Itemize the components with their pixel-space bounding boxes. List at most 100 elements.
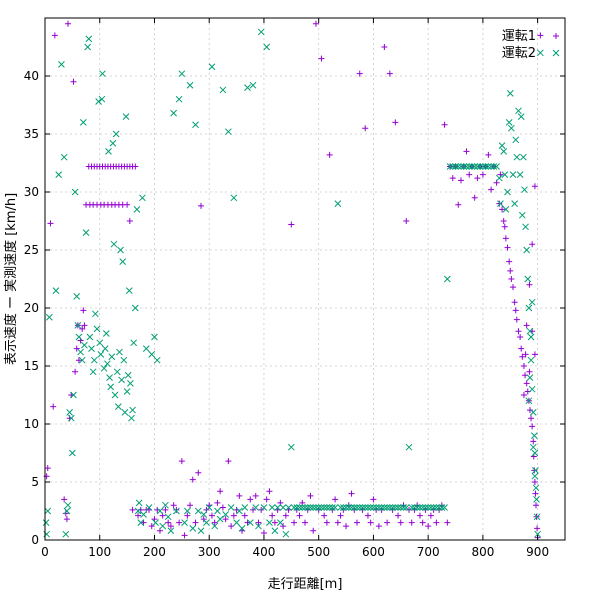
series-1-point xyxy=(384,519,391,526)
series-1-point xyxy=(62,510,69,517)
series-1-point xyxy=(132,163,139,170)
series-2-point xyxy=(497,200,504,207)
series-2-point xyxy=(133,206,141,213)
series-1-point xyxy=(343,523,350,530)
series-1-point xyxy=(241,512,248,519)
series-2-point xyxy=(263,43,271,51)
y-tick-label: 15 xyxy=(24,359,39,373)
series-2-point xyxy=(122,113,130,120)
x-tick-label: 800 xyxy=(471,545,494,559)
series-1-point xyxy=(307,492,314,499)
series-1-point xyxy=(140,519,147,526)
series-2-point xyxy=(452,163,459,170)
series-2-point xyxy=(73,293,81,300)
series-1-point xyxy=(370,496,377,503)
series-2-point xyxy=(320,504,328,511)
series-1-point xyxy=(364,512,371,519)
series-1-point xyxy=(162,506,169,513)
series-1-point xyxy=(173,506,180,513)
series-1-point xyxy=(70,78,77,85)
series-2-point xyxy=(74,322,82,329)
series-2-point xyxy=(508,124,515,132)
series-1-point xyxy=(192,519,199,526)
series-2-point xyxy=(301,504,309,511)
series-2-point xyxy=(194,507,202,515)
series-2-point xyxy=(449,163,457,170)
series-2-point xyxy=(378,504,385,511)
series-2-point xyxy=(266,519,273,526)
series-2-point xyxy=(127,380,134,387)
series-2-point xyxy=(329,504,336,511)
series-2-point xyxy=(214,507,221,515)
series-2-point xyxy=(100,364,108,372)
series-2-point xyxy=(58,61,65,68)
series-2-point xyxy=(427,504,435,511)
series-2-point xyxy=(381,504,388,511)
series-1-point xyxy=(395,512,402,519)
series-1-point xyxy=(126,218,133,224)
y-tick-label: 25 xyxy=(24,243,39,257)
series-2-point xyxy=(95,98,102,105)
series-1-point xyxy=(526,281,533,288)
series-2-point xyxy=(402,504,410,511)
series-2-point xyxy=(315,504,323,511)
series-2-point xyxy=(44,507,52,515)
series-1-point xyxy=(148,523,155,530)
series-2-point xyxy=(63,507,71,515)
series-2-point xyxy=(370,504,377,511)
series-1-point xyxy=(170,502,177,509)
series-2-point xyxy=(530,432,538,439)
series-2-point xyxy=(86,333,94,341)
series-2-point xyxy=(107,383,115,391)
series-1-point xyxy=(375,523,382,530)
legend-label-run2: 運転2 xyxy=(502,46,536,61)
series-2-point xyxy=(112,130,120,138)
series-2-point xyxy=(531,449,539,457)
series-2-point xyxy=(361,504,369,511)
series-1-point xyxy=(195,469,202,476)
series-2-point xyxy=(511,200,518,207)
series-1-point xyxy=(263,496,270,503)
series-2-point xyxy=(81,341,88,349)
series-1-point xyxy=(523,322,530,329)
series-1-point xyxy=(337,512,344,519)
series-1-point xyxy=(181,532,188,539)
series-2-point xyxy=(372,504,380,511)
series-2-point xyxy=(487,163,495,170)
series-1-point xyxy=(217,488,224,495)
series-1-point xyxy=(397,519,404,526)
series-2-point xyxy=(255,522,262,530)
series-1-point xyxy=(367,519,374,526)
y-tick-label: 30 xyxy=(24,185,39,199)
series-1-point xyxy=(441,121,448,128)
series-1-point xyxy=(520,363,527,369)
data-points xyxy=(42,20,544,541)
series-2-point xyxy=(331,504,339,511)
series-1-point xyxy=(228,523,235,530)
series-2-point xyxy=(422,504,429,511)
series-2-point xyxy=(159,522,167,530)
series-2-point xyxy=(532,484,540,492)
series-2-point xyxy=(219,86,227,94)
series-1-point xyxy=(500,218,507,224)
series-2-point xyxy=(101,345,109,352)
series-1-point xyxy=(532,490,539,497)
series-2-point xyxy=(460,163,468,170)
series-2-point xyxy=(52,287,60,294)
series-2-point xyxy=(208,63,216,71)
series-2-point xyxy=(108,353,116,361)
series-2-point xyxy=(75,333,83,341)
series-1-point xyxy=(81,322,88,329)
series-2-point xyxy=(529,443,537,451)
series-2-point xyxy=(131,304,139,312)
series-1-point xyxy=(189,476,196,483)
series-1-point xyxy=(178,458,185,465)
series-1-point xyxy=(72,368,79,375)
series-2-point xyxy=(197,527,205,535)
series-1-point xyxy=(75,357,82,364)
series-1-point xyxy=(356,70,363,77)
series-2-point xyxy=(443,275,451,283)
series-1-point xyxy=(531,351,538,358)
series-1-point xyxy=(499,206,506,213)
